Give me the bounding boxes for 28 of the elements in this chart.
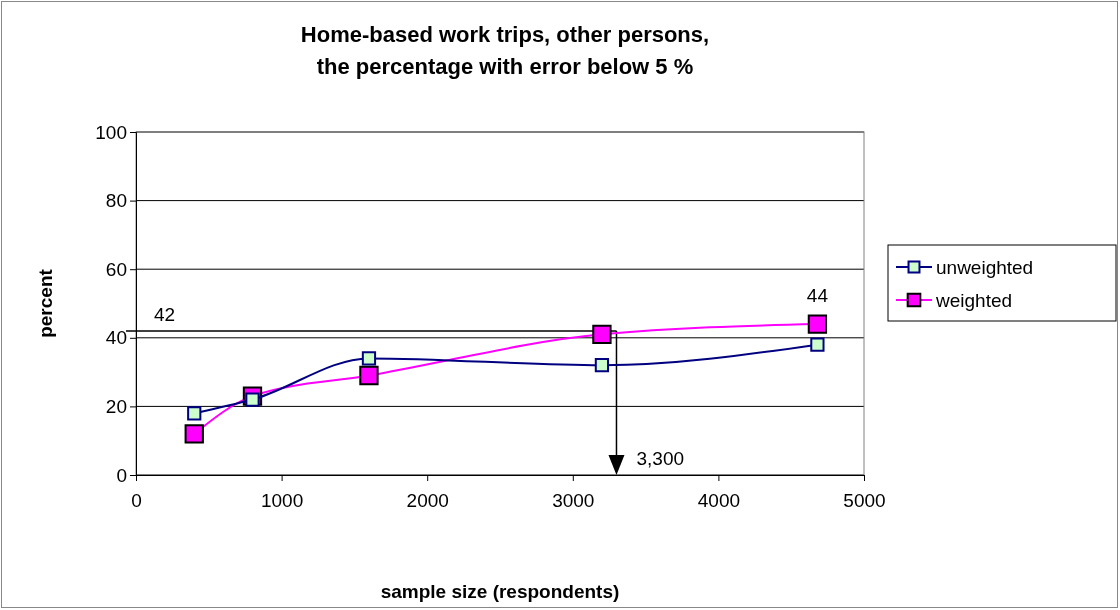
point bbox=[187, 406, 202, 421]
point bbox=[184, 424, 204, 444]
x-tick-label: 0 bbox=[131, 489, 142, 511]
ref-line-label: 42 bbox=[154, 303, 176, 325]
x-tick-label: 1000 bbox=[260, 489, 304, 511]
x-tick-label: 5000 bbox=[843, 489, 886, 511]
point bbox=[594, 358, 610, 373]
point bbox=[592, 324, 612, 345]
x-tick-label: 2000 bbox=[406, 489, 449, 511]
x-axis-title: sample size (respondents) bbox=[380, 581, 620, 602]
point bbox=[807, 314, 828, 334]
y-axis-title: percent bbox=[35, 268, 56, 338]
x-tick-label: 4000 bbox=[697, 489, 741, 511]
y-tick-label: 60 bbox=[105, 258, 127, 280]
y-tick-label: 40 bbox=[105, 327, 127, 349]
point bbox=[359, 365, 379, 386]
legend-label: unweighted bbox=[936, 257, 1034, 278]
annotation: 44 bbox=[806, 285, 829, 307]
y-tick-label: 80 bbox=[105, 190, 127, 212]
y-tick-label: 20 bbox=[105, 395, 127, 417]
y-tick-label: 0 bbox=[116, 464, 127, 486]
x-tick-label: 3000 bbox=[552, 489, 595, 511]
chart-title: Home-based work trips, other persons, the percentage with error below 5 % bbox=[300, 22, 710, 79]
ref-line-label: 3,300 bbox=[636, 448, 685, 469]
point bbox=[361, 351, 377, 366]
y-tick-label: 100 bbox=[95, 121, 127, 143]
legend-label: weighted bbox=[935, 290, 1013, 311]
point bbox=[810, 337, 825, 352]
